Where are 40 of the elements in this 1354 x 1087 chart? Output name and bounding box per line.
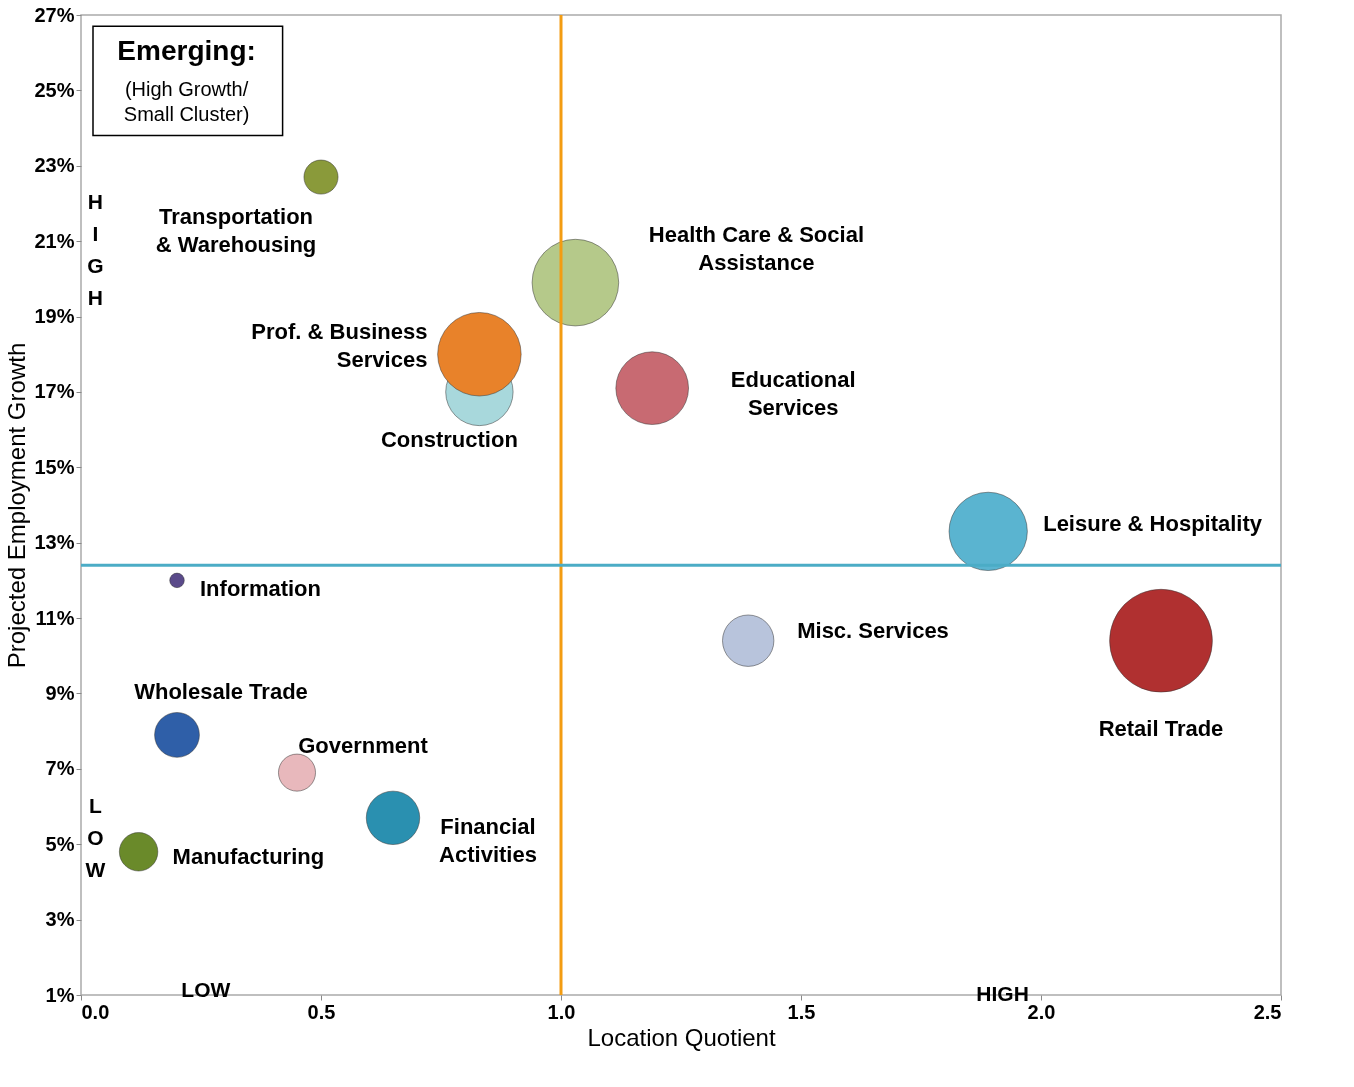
series-label: Educational Services (730, 367, 856, 421)
series-label: Construction (380, 426, 518, 452)
series-label: Leisure & Hospitality (1043, 511, 1263, 537)
series-label: Manufacturing (172, 843, 325, 869)
y-tick-label: 7% (45, 757, 75, 780)
x-tick-label: 2.0 (1027, 1000, 1056, 1023)
annotation: Emerging: (High Growth/ Small Cluster) (117, 34, 256, 125)
series-label: Financial Activities (439, 813, 537, 867)
series-label: Information (200, 576, 321, 602)
y-tick-label: 13% (34, 531, 75, 554)
y-tick-label: 5% (45, 832, 75, 855)
y-tick-label: 15% (34, 455, 75, 478)
y-tick-label: 25% (34, 78, 75, 101)
annotation: HIGH (87, 190, 104, 310)
series-label: Misc. Services (797, 617, 949, 643)
x-tick-label: 1.0 (547, 1000, 576, 1023)
y-tick-label: 19% (34, 305, 75, 328)
y-tick-label: 17% (34, 380, 75, 403)
y-tick-label: 23% (34, 154, 75, 177)
x-axis-title: Location Quotient (587, 1023, 776, 1051)
annotation: LOW (181, 978, 231, 1002)
annotation: HIGH (976, 982, 1029, 1005)
series-label: Government (298, 732, 429, 758)
annotation: LOW (85, 793, 106, 881)
y-tick-label: 11% (35, 606, 75, 629)
x-tick-label: 2.5 (1253, 1000, 1282, 1023)
y-tick-label: 3% (45, 908, 75, 931)
series-label: Wholesale Trade (134, 678, 308, 704)
y-tick-label: 27% (34, 3, 75, 26)
y-tick-label: 9% (45, 681, 75, 704)
x-tick-label: 0.5 (307, 1000, 336, 1023)
series-label: Health Care & Social Assistance (648, 221, 864, 275)
series-label: Retail Trade (1098, 715, 1224, 741)
y-axis-title: Projected Employment Growth (3, 342, 31, 669)
series-label: Transportation & Warehousing (155, 204, 317, 258)
y-tick-label: 21% (34, 229, 75, 252)
y-tick-label: 1% (45, 983, 75, 1006)
series-label: Prof. & Business Services (251, 319, 428, 373)
x-tick-label: 1.5 (787, 1000, 816, 1023)
x-tick-label: 0.0 (81, 1000, 110, 1023)
